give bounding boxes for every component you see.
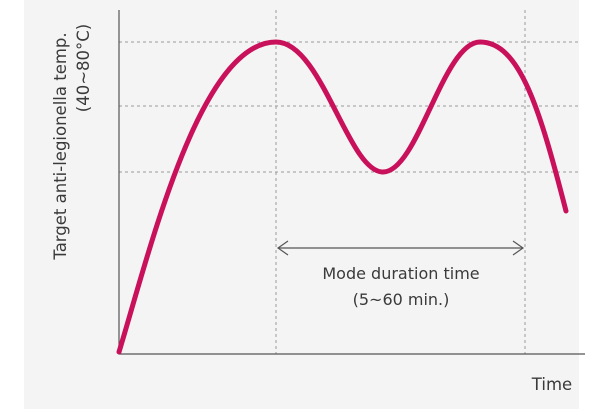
duration-arrow-left-head [276,240,289,256]
diagram-background-panel [24,0,579,409]
y-axis-label-line1: Target anti-legionella temp. [51,32,70,260]
temperature-curve [116,39,569,355]
duration-label-line2: (5~60 min.) [353,290,450,309]
duration-arrow-right-head [512,240,525,256]
y-axis-label-line2: (40~80°C) [74,24,93,112]
duration-label-line1: Mode duration time [322,264,479,283]
x-axis-label: Time [531,375,572,394]
